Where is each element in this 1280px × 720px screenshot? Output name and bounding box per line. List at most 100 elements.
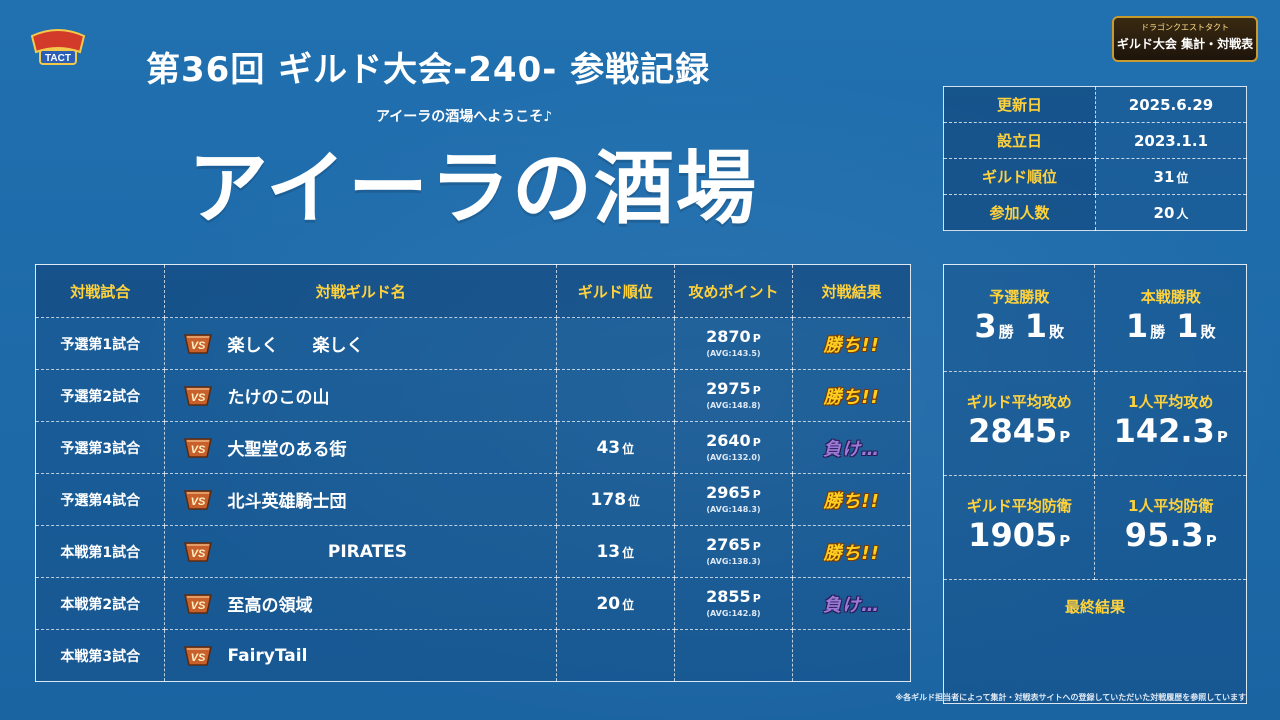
info-value: 31 位 bbox=[1095, 158, 1247, 195]
final-result: 最終結果 bbox=[943, 579, 1247, 704]
header-result: 対戦結果 bbox=[792, 264, 911, 318]
svg-text:VS: VS bbox=[191, 652, 206, 664]
match-row: 本戦第3試合 VS FairyTail bbox=[34, 629, 911, 682]
match-round: 予選第4試合 bbox=[34, 473, 166, 526]
svg-text:VS: VS bbox=[191, 600, 206, 612]
attack-points: 2870 P (AVG:143.5) bbox=[673, 317, 794, 370]
attack-avg: (AVG:132.0) bbox=[706, 452, 761, 462]
guild-avg-defense: ギルド平均防衛 1905 P bbox=[942, 475, 1096, 580]
info-label: ギルド順位 bbox=[943, 158, 1096, 195]
match-row: 本戦第2試合 VS 至高の領域 20 位 2855 P (AVG:142.8) 負け… bbox=[34, 577, 911, 630]
site-logo-line1: ドラゴンクエストタクト bbox=[1141, 23, 1229, 32]
match-round: 本戦第3試合 bbox=[34, 629, 166, 682]
match-result: 勝ち!! bbox=[792, 317, 911, 370]
match-row: 予選第2試合 VS たけのこの山 2975 P (AVG:148.8) 勝ち!! bbox=[34, 369, 911, 422]
opponent-name-cell: VS 北斗英雄騎士団 bbox=[164, 473, 557, 526]
vs-badge-icon: VS bbox=[183, 384, 213, 408]
page-title: 第36回 ギルド大会-240- 参戦記録 bbox=[146, 50, 711, 90]
match-table-header: 対戦試合 対戦ギルド名 ギルド順位 攻めポイント 対戦結果 bbox=[34, 264, 911, 318]
match-result: 負け… bbox=[792, 421, 911, 474]
guild-info-table: 更新日 2025.6.29 設立日 2023.1.1 ギルド順位 31 位 参加人… bbox=[943, 86, 1247, 231]
opponent-name-cell: VS FairyTail bbox=[164, 629, 557, 682]
attack-avg: (AVG:142.8) bbox=[706, 608, 761, 618]
opponent-name: 大聖堂のある街 bbox=[227, 440, 347, 460]
attack-avg: (AVG:143.5) bbox=[706, 348, 761, 358]
result-badge: 勝ち!! bbox=[823, 334, 880, 356]
info-row-updated: 更新日 2025.6.29 bbox=[943, 86, 1247, 123]
attack-avg: (AVG:148.8) bbox=[706, 400, 761, 410]
match-result: 負け… bbox=[792, 577, 911, 630]
match-result: 勝ち!! bbox=[792, 473, 911, 526]
opponent-name-cell: VS PIRATES bbox=[164, 525, 557, 578]
opponent-name-cell: VS たけのこの山 bbox=[164, 369, 557, 422]
guild-name-heading: アイーラの酒場 bbox=[188, 142, 758, 235]
attack-points: 2640 P (AVG:132.0) bbox=[673, 421, 794, 474]
attack-avg: (AVG:138.3) bbox=[706, 556, 761, 566]
header-rank: ギルド順位 bbox=[555, 264, 675, 318]
info-row-founded: 設立日 2023.1.1 bbox=[943, 122, 1247, 159]
header-opponent: 対戦ギルド名 bbox=[164, 264, 557, 318]
site-logo-line2: ギルド大会 集計・対戦表 bbox=[1116, 37, 1254, 51]
vs-badge-icon: VS bbox=[183, 540, 213, 564]
match-result: 勝ち!! bbox=[792, 369, 911, 422]
svg-text:VS: VS bbox=[191, 392, 206, 404]
match-row: 予選第1試合 VS 楽しく 楽しく 2870 P (AVG:143.5) 勝ち!! bbox=[34, 317, 911, 370]
match-row: 予選第3試合 VS 大聖堂のある街 43 位 2640 P (AVG:132.0) 負け… bbox=[34, 421, 911, 474]
vs-badge-icon: VS bbox=[183, 332, 213, 356]
opponent-name-cell: VS 大聖堂のある街 bbox=[164, 421, 557, 474]
match-row: 本戦第1試合 VS PIRATES 13 位 2765 P (AVG:138.3) 勝ち!! bbox=[34, 525, 911, 578]
opponent-rank bbox=[555, 317, 675, 370]
svg-text:VS: VS bbox=[191, 340, 206, 352]
info-value: 2023.1.1 bbox=[1095, 122, 1247, 159]
result-badge: 勝ち!! bbox=[823, 542, 880, 564]
opponent-rank: 178 位 bbox=[555, 473, 675, 526]
info-value: 2025.6.29 bbox=[1095, 86, 1247, 123]
guild-avg-attack: ギルド平均攻め 2845 P bbox=[942, 371, 1096, 476]
attack-points: 2855 P (AVG:142.8) bbox=[673, 577, 794, 630]
guild-subtitle: アイーラの酒場へようこそ♪ bbox=[376, 109, 553, 125]
footnote: ※各ギルド担当者によって集計・対戦表サイトへの登録していただいた対戦履歴を参照し… bbox=[895, 693, 1246, 702]
opponent-name-cell: VS 至高の領域 bbox=[164, 577, 557, 630]
opponent-name: たけのこの山 bbox=[227, 388, 330, 408]
opponent-name: PIRATES bbox=[327, 541, 408, 562]
info-row-rank: ギルド順位 31 位 bbox=[943, 158, 1247, 195]
info-label: 更新日 bbox=[943, 86, 1096, 123]
vs-badge-icon: VS bbox=[183, 488, 213, 512]
header-round: 対戦試合 bbox=[34, 264, 166, 318]
result-badge: 負け… bbox=[823, 438, 881, 460]
info-label: 参加人数 bbox=[943, 194, 1096, 231]
per-member-avg-defense: 1人平均防衛 95.3 P bbox=[1094, 475, 1247, 580]
svg-text:VS: VS bbox=[191, 548, 206, 560]
opponent-name: 北斗英雄騎士団 bbox=[227, 492, 347, 512]
attack-points: 2975 P (AVG:148.8) bbox=[673, 369, 794, 422]
vs-badge-icon: VS bbox=[183, 436, 213, 460]
header-points: 攻めポイント bbox=[673, 264, 794, 318]
attack-points bbox=[673, 629, 794, 682]
result-badge: 勝ち!! bbox=[823, 490, 880, 512]
result-badge: 勝ち!! bbox=[823, 386, 880, 408]
info-label: 設立日 bbox=[943, 122, 1096, 159]
opponent-name: 至高の領域 bbox=[227, 596, 313, 616]
info-value: 20 人 bbox=[1095, 194, 1247, 231]
opponent-name-cell: VS 楽しく 楽しく bbox=[164, 317, 557, 370]
opponent-rank bbox=[555, 629, 675, 682]
attack-points: 2765 P (AVG:138.3) bbox=[673, 525, 794, 578]
match-result: 勝ち!! bbox=[792, 525, 911, 578]
per-member-avg-attack: 1人平均攻め 142.3 P bbox=[1094, 371, 1247, 476]
site-logo-right: ドラゴンクエストタクト ギルド大会 集計・対戦表 bbox=[1112, 16, 1258, 62]
opponent-rank: 13 位 bbox=[555, 525, 675, 578]
opponent-name: FairyTail bbox=[227, 645, 308, 666]
match-record-table: 対戦試合 対戦ギルド名 ギルド順位 攻めポイント 対戦結果 予選第1試合 VS 楽し… bbox=[34, 264, 911, 682]
game-logo-left: TACT bbox=[26, 22, 90, 70]
vs-badge-icon: VS bbox=[183, 592, 213, 616]
attack-avg: (AVG:148.3) bbox=[706, 504, 761, 514]
svg-text:VS: VS bbox=[191, 496, 206, 508]
vs-badge-icon: VS bbox=[183, 644, 213, 668]
match-round: 予選第1試合 bbox=[34, 317, 166, 370]
opponent-name: 楽しく 楽しく bbox=[227, 336, 364, 356]
match-round: 予選第3試合 bbox=[34, 421, 166, 474]
svg-text:VS: VS bbox=[191, 444, 206, 456]
